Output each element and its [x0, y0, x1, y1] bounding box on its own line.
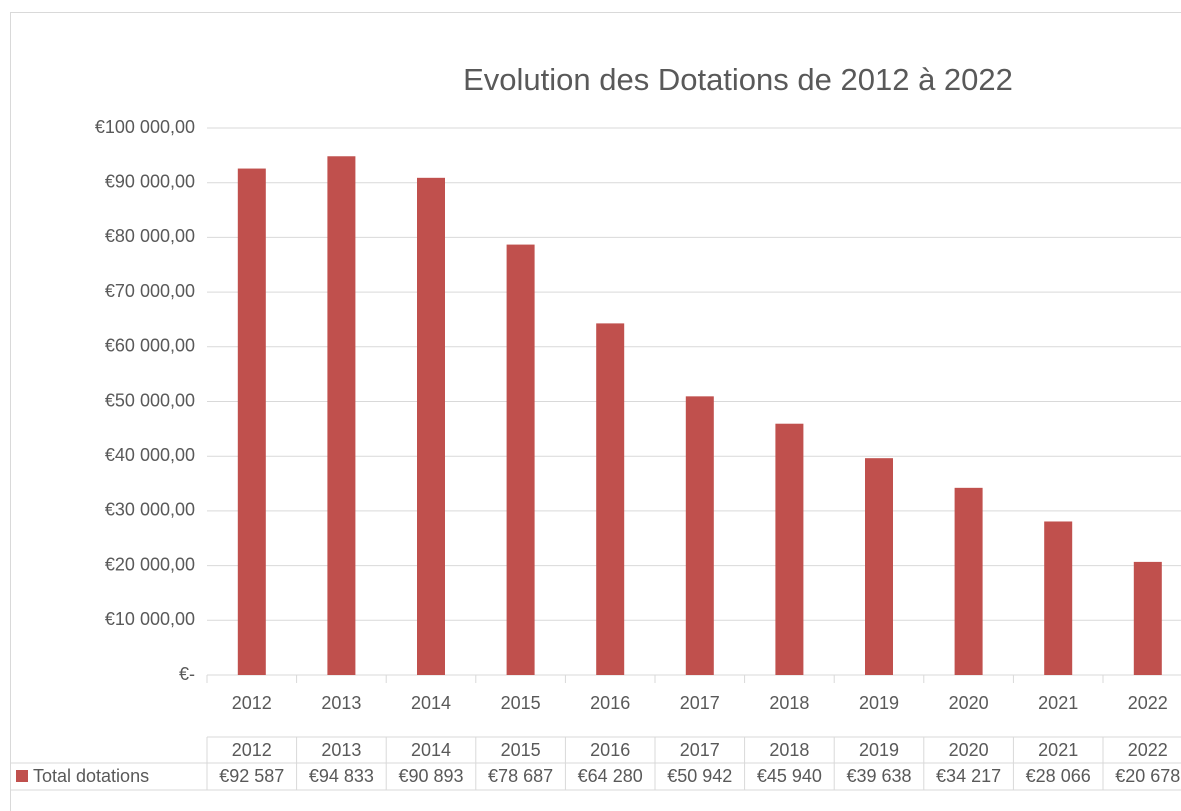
x-tick-label: 2021 — [1038, 693, 1078, 713]
x-tick-label: 2020 — [949, 693, 989, 713]
table-value: €39 638 — [846, 766, 911, 786]
y-tick-label: €10 000,00 — [105, 609, 195, 629]
table-value: €78 687 — [488, 766, 553, 786]
bar — [237, 168, 266, 675]
bar — [1133, 561, 1162, 675]
table-header: 2020 — [949, 740, 989, 760]
table-header: 2021 — [1038, 740, 1078, 760]
y-tick-label: €60 000,00 — [105, 336, 195, 356]
y-tick-label: €40 000,00 — [105, 445, 195, 465]
bar — [775, 423, 804, 675]
y-tick-label: €- — [179, 664, 195, 684]
table-header: 2018 — [769, 740, 809, 760]
table-header: 2012 — [232, 740, 272, 760]
y-tick-label: €20 000,00 — [105, 554, 195, 574]
x-tick-label: 2012 — [232, 693, 272, 713]
table-header: 2014 — [411, 740, 451, 760]
x-tick-label: 2015 — [501, 693, 541, 713]
y-tick-label: €50 000,00 — [105, 390, 195, 410]
table-value: €20 678 — [1115, 766, 1180, 786]
table-value: €34 217 — [936, 766, 1001, 786]
bar — [417, 177, 445, 675]
table-value: €45 940 — [757, 766, 822, 786]
table-value: €92 587 — [219, 766, 284, 786]
x-tick-label: 2018 — [769, 693, 809, 713]
chart-title: Evolution des Dotations de 2012 à 2022 — [463, 62, 1013, 97]
x-tick-label: 2014 — [411, 693, 451, 713]
y-tick-label: €80 000,00 — [105, 226, 195, 246]
bar — [685, 396, 714, 675]
bar — [1044, 521, 1073, 675]
table-header: 2022 — [1128, 740, 1168, 760]
chart-border — [10, 12, 1181, 811]
y-tick-label: €70 000,00 — [105, 281, 195, 301]
x-tick-label: 2019 — [859, 693, 899, 713]
table-header: 2015 — [501, 740, 541, 760]
x-tick-label: 2017 — [680, 693, 720, 713]
table-header: 2019 — [859, 740, 899, 760]
bar — [954, 487, 983, 675]
bar — [865, 458, 893, 675]
table-header: 2017 — [680, 740, 720, 760]
table-value: €94 833 — [309, 766, 374, 786]
bar — [506, 244, 535, 676]
table-value: €90 893 — [398, 766, 463, 786]
table-value: €50 942 — [667, 766, 732, 786]
x-tick-label: 2022 — [1128, 693, 1168, 713]
table-header: 2013 — [321, 740, 361, 760]
x-tick-label: 2013 — [321, 693, 361, 713]
bar — [596, 323, 625, 675]
table-header: 2016 — [590, 740, 630, 760]
table-value: €28 066 — [1026, 766, 1091, 786]
table-value: €64 280 — [578, 766, 643, 786]
legend-label: Total dotations — [33, 766, 149, 786]
bar — [327, 156, 356, 675]
legend-key — [16, 770, 28, 782]
y-tick-label: €100 000,00 — [95, 117, 195, 137]
y-tick-label: €30 000,00 — [105, 500, 195, 520]
x-tick-label: 2016 — [590, 693, 630, 713]
y-tick-label: €90 000,00 — [105, 171, 195, 191]
